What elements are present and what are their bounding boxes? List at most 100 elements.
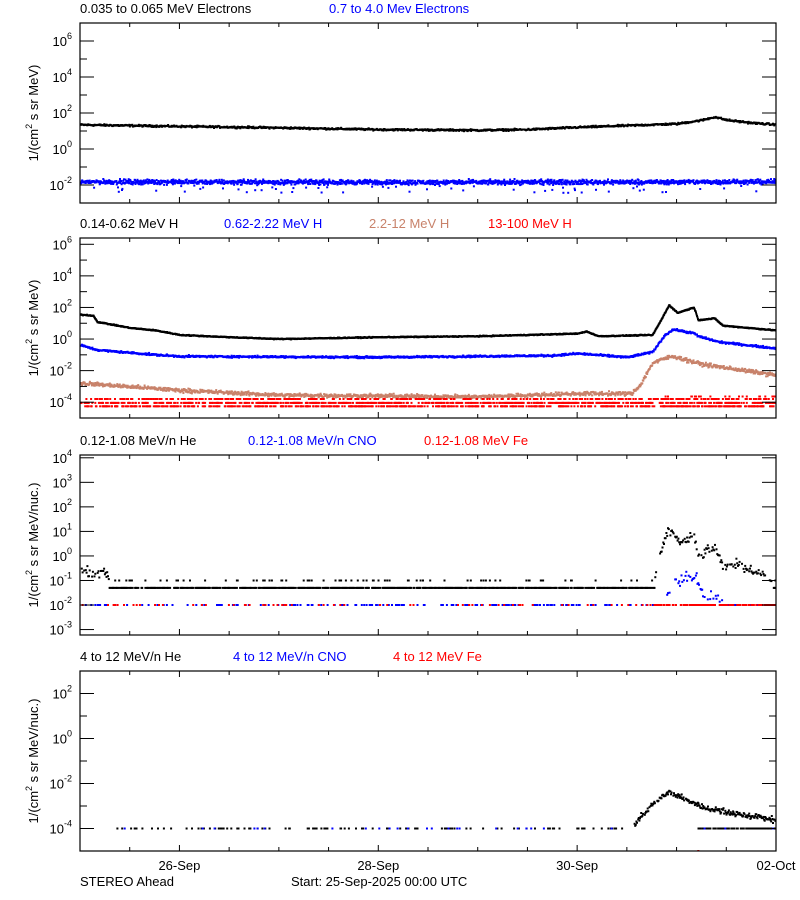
data-point <box>260 180 263 183</box>
data-point <box>123 178 125 181</box>
data-point <box>144 179 147 182</box>
data-point <box>447 180 450 182</box>
data-point <box>642 188 645 191</box>
data-point <box>274 188 277 190</box>
data-point <box>634 125 637 128</box>
data-point <box>104 124 107 127</box>
data-point <box>503 182 506 185</box>
data-point <box>714 182 717 185</box>
data-point <box>454 182 457 185</box>
data-point <box>444 183 447 186</box>
data-point <box>301 180 304 183</box>
data-point <box>555 180 558 183</box>
data-point <box>195 178 198 181</box>
data-point <box>507 130 510 132</box>
data-point <box>127 179 130 182</box>
data-point <box>594 181 597 184</box>
data-point <box>237 188 240 191</box>
data-point <box>554 181 557 184</box>
data-point <box>708 180 711 183</box>
data-point <box>389 179 392 182</box>
data-point <box>683 179 686 182</box>
data-point <box>407 184 410 187</box>
data-point <box>706 179 709 182</box>
data-point <box>247 178 249 181</box>
data-point <box>767 178 770 181</box>
data-point <box>575 180 578 183</box>
data-point <box>435 182 438 185</box>
data-point <box>112 183 115 185</box>
data-point <box>134 179 137 182</box>
data-point <box>527 182 530 185</box>
data-point <box>463 130 465 133</box>
data-point <box>560 183 563 186</box>
data-point <box>650 179 653 182</box>
data-point <box>562 191 565 194</box>
data-point <box>719 180 722 183</box>
data-point <box>187 354 190 356</box>
data-point <box>738 121 741 124</box>
data-point <box>208 124 211 127</box>
data-point <box>421 128 424 131</box>
data-point <box>665 191 667 193</box>
data-point <box>184 181 187 184</box>
data-point <box>136 181 139 184</box>
y-tick-label: 104 <box>53 67 72 85</box>
data-point <box>549 178 552 181</box>
data-point <box>144 180 146 183</box>
data-point <box>671 307 674 310</box>
data-point <box>351 180 354 183</box>
data-point <box>271 186 274 189</box>
data-point <box>399 181 402 184</box>
data-point <box>274 180 277 183</box>
data-point <box>134 183 137 185</box>
data-point <box>155 353 158 356</box>
data-point <box>171 182 174 185</box>
data-point <box>667 305 670 308</box>
data-point <box>298 126 301 129</box>
data-point <box>509 178 512 181</box>
data-point <box>202 186 205 189</box>
data-point <box>430 180 432 183</box>
data-point <box>702 181 705 184</box>
data-point <box>472 185 475 188</box>
data-point <box>255 180 258 183</box>
data-point <box>552 184 555 186</box>
data-point <box>765 182 768 185</box>
data-point <box>684 183 687 186</box>
data-point <box>629 183 632 185</box>
data-point <box>653 179 656 182</box>
data-point <box>200 180 203 183</box>
data-point <box>542 184 545 186</box>
data-point <box>430 182 433 185</box>
data-point <box>359 179 362 182</box>
data-point <box>649 181 652 184</box>
data-point <box>478 182 481 185</box>
data-point <box>304 178 307 181</box>
data-point <box>130 183 133 185</box>
data-point <box>93 186 96 189</box>
data-point <box>497 182 500 185</box>
data-point <box>154 180 156 183</box>
data-point <box>253 180 256 182</box>
data-point <box>546 179 549 182</box>
data-point <box>660 182 663 185</box>
data-point <box>312 180 315 183</box>
data-point <box>317 181 319 184</box>
data-point <box>560 179 563 182</box>
data-point <box>306 181 309 184</box>
data-point <box>758 180 761 183</box>
data-point <box>594 124 597 127</box>
data-point <box>607 190 610 193</box>
data-point <box>192 182 195 185</box>
data-point <box>421 182 424 185</box>
data-point <box>335 182 338 185</box>
data-point <box>167 124 170 126</box>
data-point <box>174 179 177 182</box>
data-point <box>193 179 196 182</box>
data-point <box>521 179 524 182</box>
data-point <box>318 184 321 186</box>
data-point <box>256 184 259 187</box>
data-point <box>362 179 365 182</box>
data-point <box>140 183 143 186</box>
